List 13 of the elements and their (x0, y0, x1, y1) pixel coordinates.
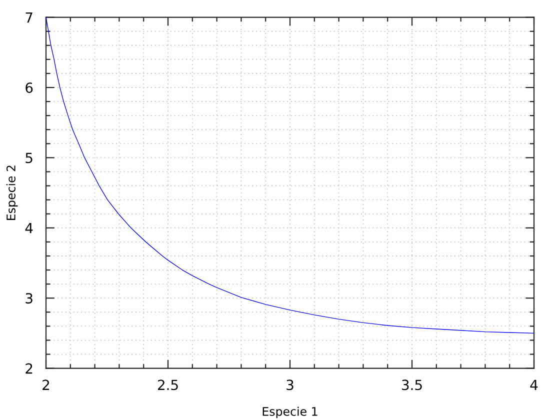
x-tick-label: 4 (530, 380, 538, 390)
x-tick-label: 2.5 (158, 380, 178, 390)
x-tick-label: 2 (42, 380, 50, 390)
x-tick-label: 3 (286, 380, 294, 390)
y-tick-label: 5 (26, 152, 32, 164)
y-tick-label: 7 (26, 12, 32, 23)
y-tick-label: 6 (26, 82, 33, 93)
y-axis-title: Especie 2 (6, 166, 18, 220)
x-tick-label: 3.5 (402, 380, 422, 390)
y-tick-label: 2 (26, 363, 32, 374)
x-axis-title: Especie 1 (262, 406, 318, 418)
y-tick-label: 3 (26, 293, 32, 304)
y-tick-label: 4 (25, 223, 33, 234)
